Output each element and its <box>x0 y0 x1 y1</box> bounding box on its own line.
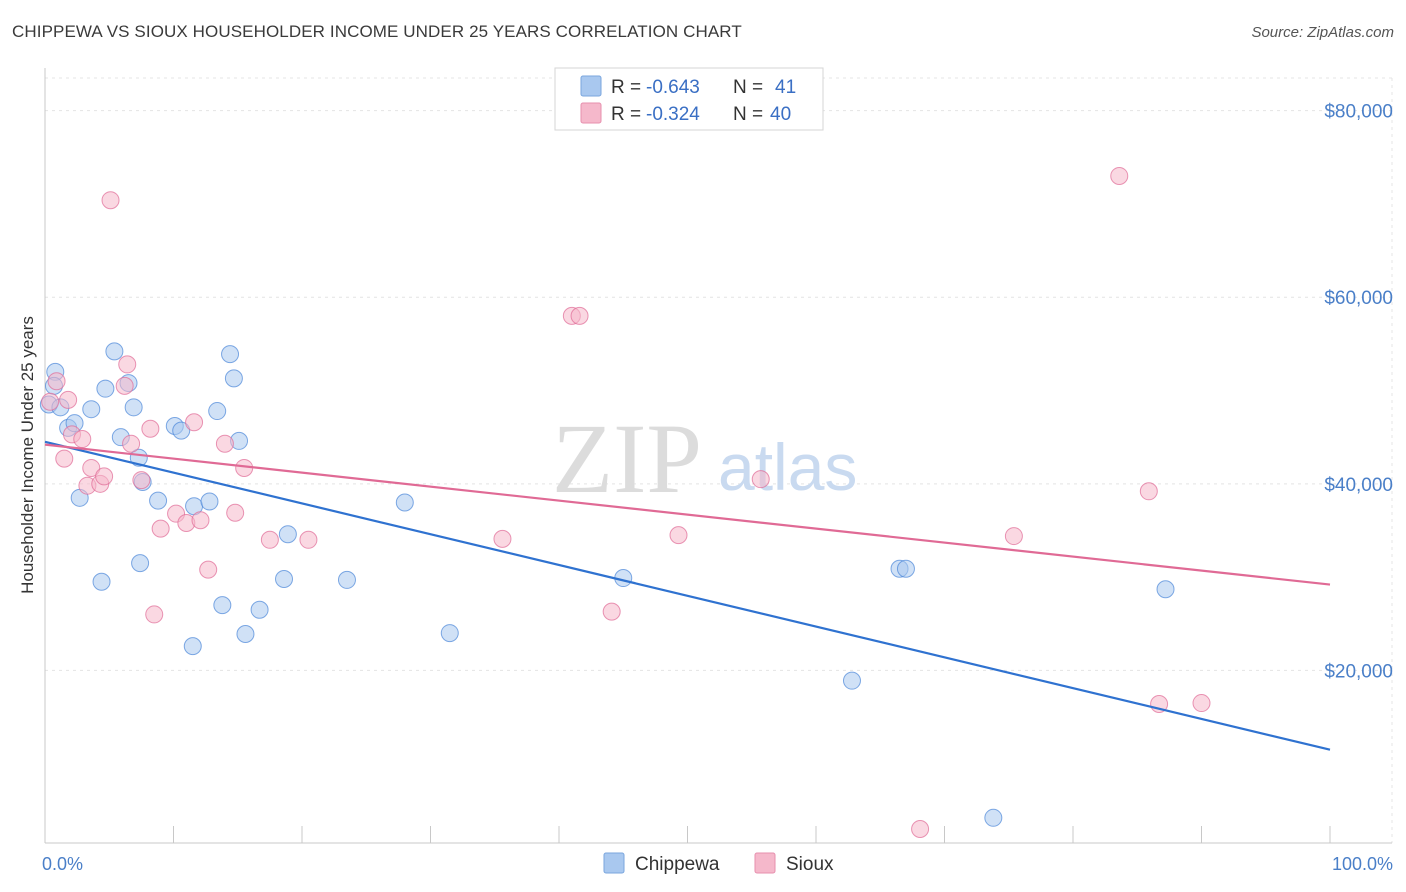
data-point-sioux <box>602 602 621 621</box>
y-tick-labels: $20,000 $40,000 $60,000 $80,000 <box>1324 102 1393 683</box>
series-label-chippewa: Chippewa <box>635 854 720 875</box>
data-point-chippewa <box>213 596 232 615</box>
data-point-chippewa <box>149 491 168 510</box>
legend-n-value: 40 <box>770 104 791 125</box>
chart-title: CHIPPEWA VS SIOUX HOUSEHOLDER INCOME UND… <box>12 22 742 41</box>
y-axis-label: Householder Income Under 25 years <box>18 316 37 594</box>
trend-line-chippewa <box>44 440 1331 751</box>
data-point-chippewa <box>395 493 414 512</box>
data-point-sioux <box>751 470 770 489</box>
data-point-chippewa <box>984 808 1003 827</box>
watermark-atlas: atlas <box>718 430 857 504</box>
data-point-chippewa <box>250 600 269 619</box>
y-tick-label: $20,000 <box>1324 661 1393 682</box>
legend-row-sioux: R = -0.324 N = 40 <box>580 102 791 125</box>
y-tick-label: $60,000 <box>1324 288 1393 309</box>
data-point-chippewa <box>183 637 202 656</box>
data-point-sioux <box>47 372 66 391</box>
stats-legend: R = -0.643 N = 41 R = -0.324 N = 40 <box>554 67 824 131</box>
data-point-chippewa <box>896 559 915 578</box>
data-point-sioux <box>59 390 78 409</box>
data-point-chippewa <box>200 492 219 511</box>
x-tick-label: 100.0% <box>1332 854 1393 874</box>
data-point-chippewa <box>842 671 861 690</box>
watermark: ZIP atlas <box>552 403 857 514</box>
legend-n-label: N = <box>733 77 763 98</box>
data-point-sioux <box>226 503 245 522</box>
data-point-sioux <box>493 529 512 548</box>
y-tick-label: $40,000 <box>1324 475 1393 496</box>
data-point-sioux <box>115 376 134 395</box>
data-point-chippewa <box>440 624 459 643</box>
data-point-chippewa <box>236 625 255 644</box>
data-point-sioux <box>145 605 164 624</box>
data-point-sioux <box>118 355 137 374</box>
data-point-chippewa <box>337 570 356 589</box>
data-point-sioux <box>132 471 151 490</box>
data-point-chippewa <box>131 554 150 573</box>
y-tick-label: $80,000 <box>1324 102 1393 123</box>
data-point-chippewa <box>96 379 115 398</box>
data-point-sioux <box>122 434 141 453</box>
legend-r-value: -0.324 <box>646 104 700 125</box>
series-label-sioux: Sioux <box>786 854 834 875</box>
x-tick-labels: 0.0% 100.0% <box>42 854 1393 874</box>
data-point-sioux <box>260 530 279 549</box>
trend-line-sioux <box>44 443 1331 586</box>
data-point-chippewa <box>278 525 297 544</box>
watermark-zip: ZIP <box>552 403 702 514</box>
data-point-chippewa <box>105 342 124 361</box>
x-tick-label: 0.0% <box>42 854 83 874</box>
legend-swatch-chippewa <box>580 75 602 97</box>
data-point-sioux <box>1004 527 1023 546</box>
legend-row-chippewa: R = -0.643 N = 41 <box>580 75 796 98</box>
legend-swatch-sioux <box>580 102 602 124</box>
data-point-chippewa <box>124 398 143 417</box>
data-point-chippewa <box>224 369 243 388</box>
data-point-chippewa <box>92 572 111 591</box>
data-point-sioux <box>73 430 92 449</box>
data-point-sioux <box>82 458 101 477</box>
data-point-sioux <box>95 467 114 486</box>
data-point-sioux <box>151 519 170 538</box>
data-point-sioux <box>191 511 210 530</box>
data-point-chippewa <box>208 402 227 421</box>
data-point-sioux <box>299 530 318 549</box>
grid-lines <box>45 77 1393 843</box>
data-point-sioux <box>1139 482 1158 501</box>
data-point-sioux <box>141 419 160 438</box>
data-point-sioux <box>669 526 688 545</box>
series-swatch-chippewa <box>603 852 625 874</box>
data-point-chippewa <box>1156 580 1175 599</box>
legend-r-value: -0.643 <box>646 77 700 98</box>
data-point-chippewa <box>275 569 294 588</box>
data-point-sioux <box>1192 694 1211 713</box>
data-point-chippewa <box>172 421 191 440</box>
data-point-sioux <box>215 434 234 453</box>
legend-r-label: R = <box>611 77 641 98</box>
data-point-sioux <box>41 392 60 411</box>
trend-lines <box>44 440 1331 751</box>
legend-n-label: N = <box>733 104 763 125</box>
data-point-sioux <box>185 413 204 432</box>
data-point-chippewa <box>82 400 101 419</box>
data-point-sioux <box>55 449 74 468</box>
legend-n-value: 41 <box>775 77 796 98</box>
data-point-sioux <box>570 306 589 325</box>
data-point-sioux <box>911 820 930 839</box>
data-point-chippewa <box>221 345 240 364</box>
series-legend: Chippewa Sioux <box>603 852 834 875</box>
source-credit: Source: ZipAtlas.com <box>1251 24 1394 41</box>
data-points <box>39 166 1211 839</box>
series-swatch-sioux <box>754 852 776 874</box>
axes <box>44 68 1392 844</box>
data-point-sioux <box>101 191 120 210</box>
legend-r-label: R = <box>611 104 641 125</box>
data-point-sioux <box>1110 166 1129 185</box>
data-point-sioux <box>199 560 218 579</box>
